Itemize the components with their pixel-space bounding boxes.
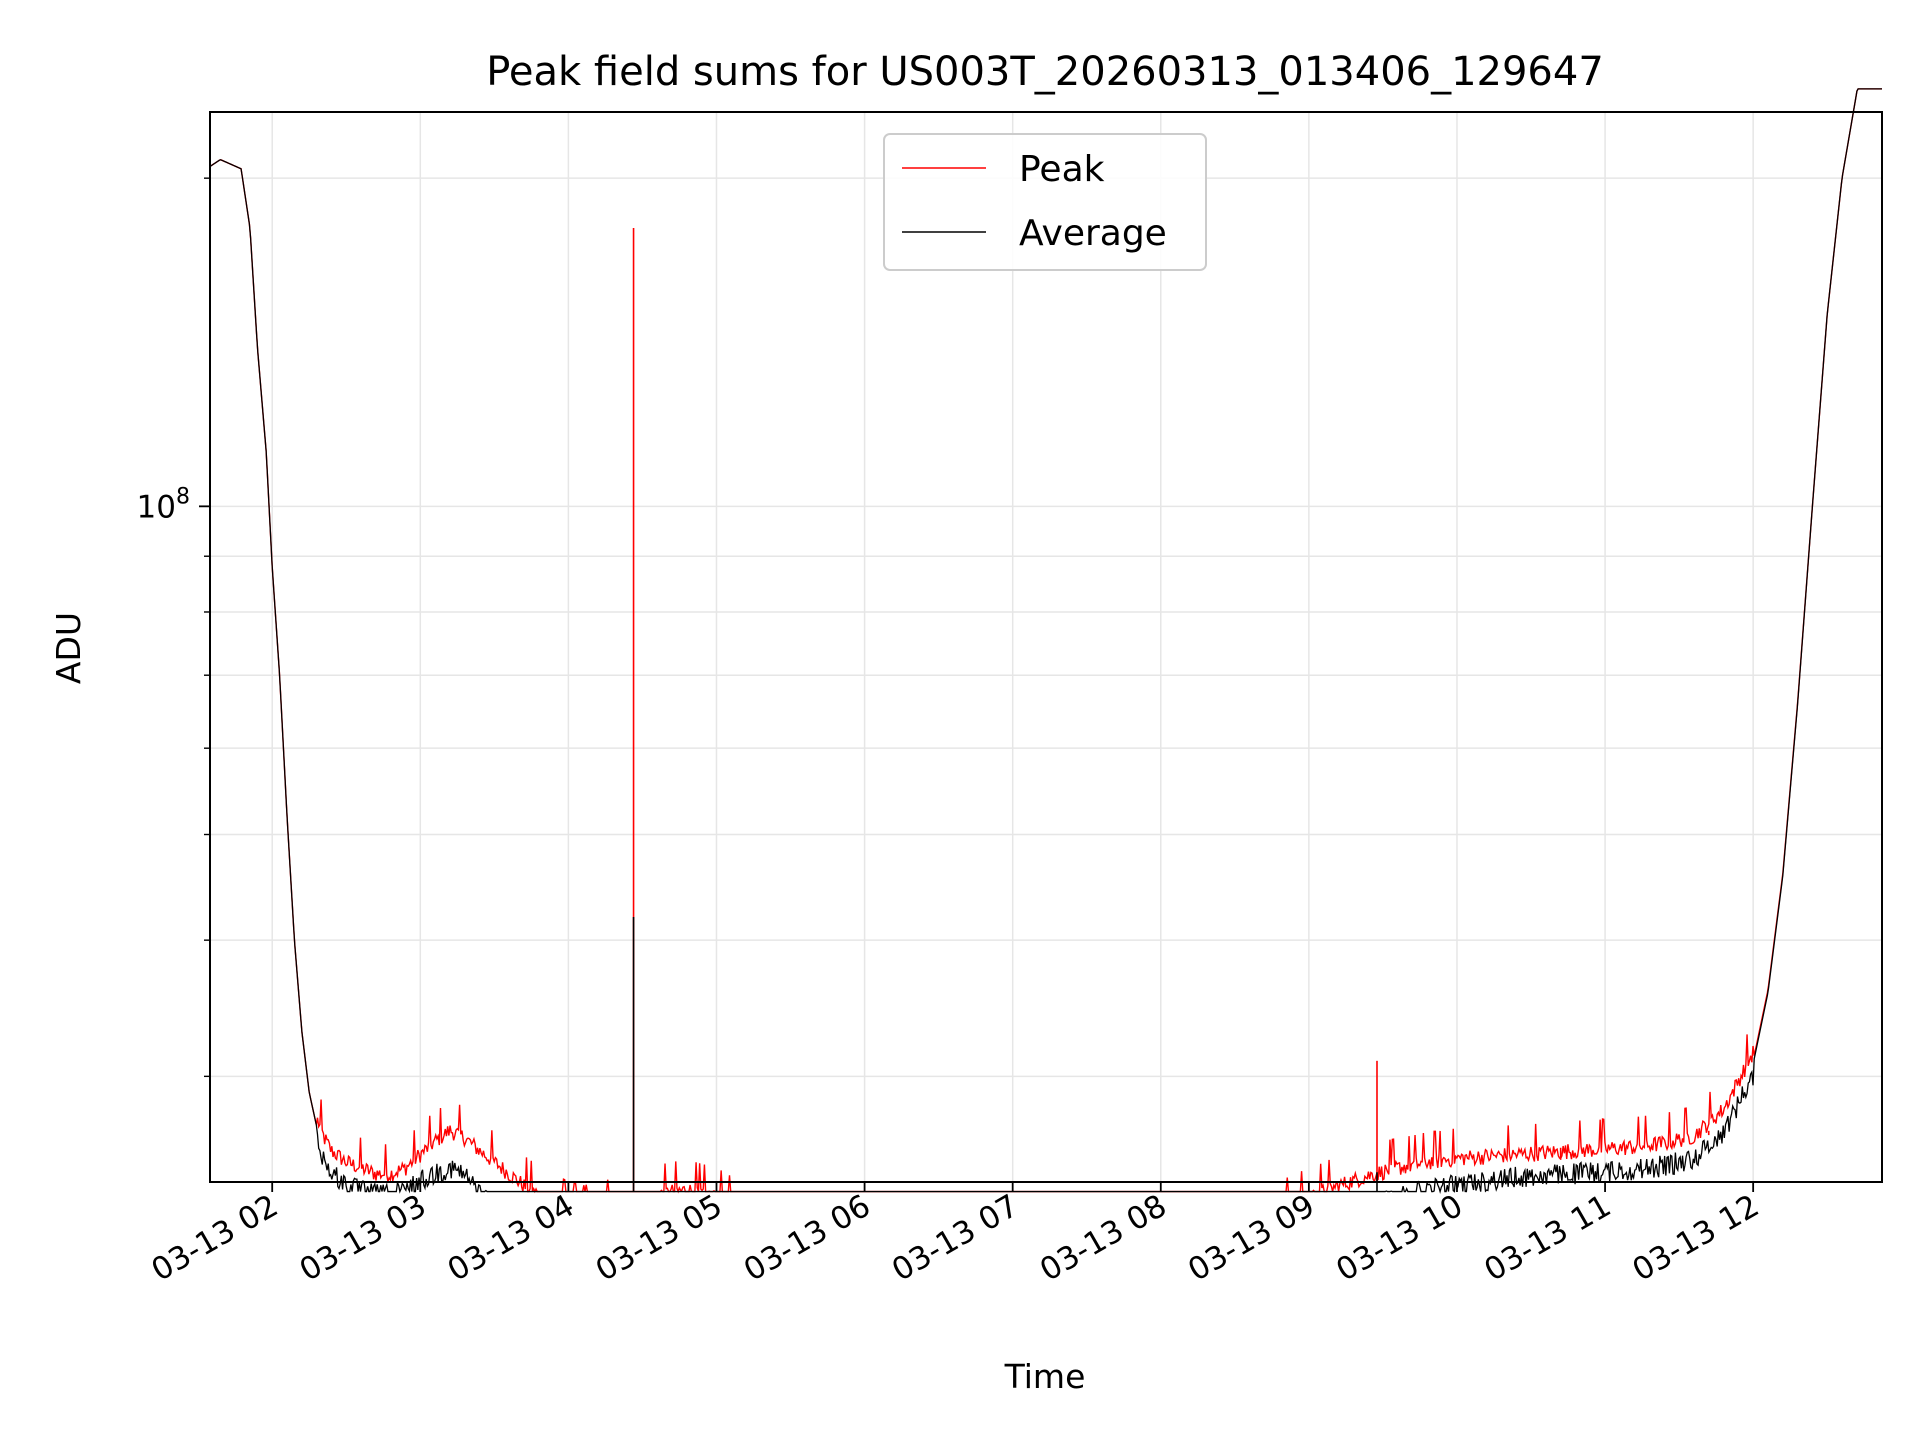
series-average-line: [209, 88, 1882, 1194]
grid: [210, 112, 1882, 1182]
legend: Peak Average: [883, 133, 1207, 271]
chart-title: Peak field sums for US003T_20260313_0134…: [486, 49, 1604, 95]
legend-label-peak: Peak: [1019, 149, 1105, 190]
plot-area-frame: [209, 111, 1883, 1183]
x-axis-label: Time: [1004, 1357, 1086, 1396]
plot-series: [209, 88, 1882, 1194]
y-axis-label: ADU: [49, 612, 88, 684]
y-axis-ticks: 108: [137, 177, 210, 1078]
y-tick-label: 108: [137, 484, 190, 525]
legend-label-average: Average: [1019, 213, 1167, 254]
